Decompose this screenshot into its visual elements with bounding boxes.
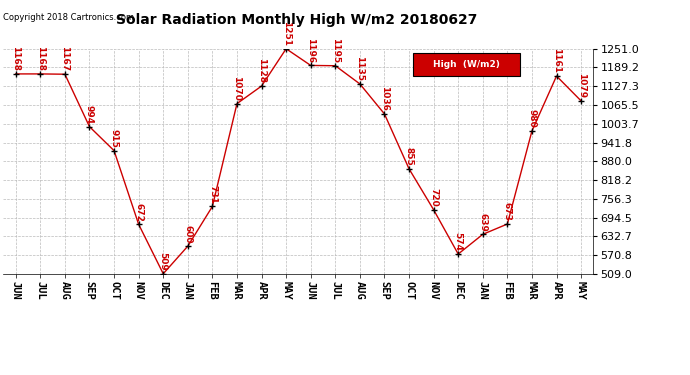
Text: 1168: 1168 xyxy=(11,46,20,71)
Text: Solar Radiation Monthly High W/m2 20180627: Solar Radiation Monthly High W/m2 201806… xyxy=(116,13,477,27)
FancyBboxPatch shape xyxy=(413,53,520,76)
Text: 980: 980 xyxy=(527,110,536,128)
Text: 574: 574 xyxy=(454,232,463,251)
Text: 1168: 1168 xyxy=(36,46,45,71)
Text: 1167: 1167 xyxy=(61,46,70,72)
Text: 1251: 1251 xyxy=(282,21,290,46)
Text: 994: 994 xyxy=(85,105,94,124)
Text: 1135: 1135 xyxy=(355,56,364,81)
Text: 1196: 1196 xyxy=(306,38,315,63)
Text: 1195: 1195 xyxy=(331,38,339,63)
Text: 731: 731 xyxy=(208,185,217,204)
Text: 1036: 1036 xyxy=(380,86,389,111)
Text: 639: 639 xyxy=(478,213,487,231)
Text: 1079: 1079 xyxy=(577,73,586,98)
Text: 509: 509 xyxy=(159,252,168,271)
Text: 673: 673 xyxy=(503,202,512,221)
Text: 600: 600 xyxy=(184,225,193,243)
Text: 1070: 1070 xyxy=(233,76,241,101)
Text: High  (W/m2): High (W/m2) xyxy=(433,60,500,69)
Text: Copyright 2018 Cartronics.com: Copyright 2018 Cartronics.com xyxy=(3,13,135,22)
Text: 915: 915 xyxy=(110,129,119,148)
Text: 855: 855 xyxy=(404,147,413,166)
Text: 1128: 1128 xyxy=(257,58,266,83)
Text: 720: 720 xyxy=(429,188,438,207)
Text: 672: 672 xyxy=(134,202,143,222)
Text: 1161: 1161 xyxy=(552,48,561,73)
